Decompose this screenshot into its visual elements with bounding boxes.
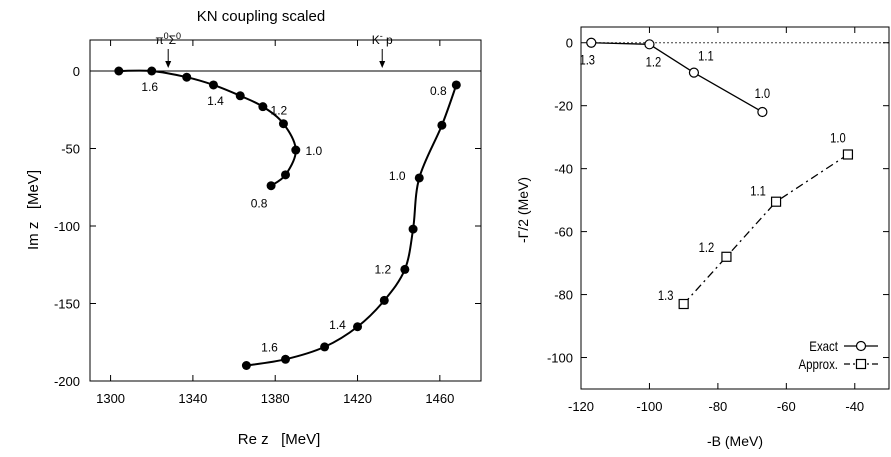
- right-circle-marker: [644, 39, 655, 50]
- left-data-point: [408, 224, 418, 234]
- left-data-point: [235, 91, 245, 101]
- right-x-tick-label: -80: [708, 399, 727, 414]
- left-chart-title: KN coupling scaled: [197, 8, 325, 25]
- right-x-tick-label: -60: [777, 399, 796, 414]
- right-y-axis-label: -Γ/2 (MeV): [515, 177, 531, 243]
- left-data-point: [353, 322, 363, 332]
- right-x-tick-label: -40: [845, 399, 864, 414]
- left-data-point: [400, 264, 410, 274]
- left-point-label: 1.2: [271, 104, 288, 118]
- right-square-marker: [842, 149, 854, 160]
- left-x-tick-label: 1300: [96, 391, 125, 406]
- legend-circle-marker: [855, 340, 867, 352]
- left-point-label: 1.4: [207, 94, 224, 108]
- left-data-point: [451, 80, 461, 90]
- left-data-point: [241, 361, 251, 370]
- left-x-axis-label: Re z [MeV]: [238, 431, 321, 448]
- right-point-label: 1.3: [658, 288, 674, 303]
- left-y-tick-label: 0: [73, 64, 80, 79]
- right-point-label: 1.1: [698, 48, 714, 63]
- left-point-label: 0.8: [251, 197, 268, 211]
- left-x-tick-label: 1340: [178, 391, 207, 406]
- left-y-tick-label: -200: [54, 374, 80, 389]
- right-circle-marker: [757, 106, 768, 118]
- left-data-point: [281, 170, 290, 180]
- left-data-point: [291, 145, 301, 155]
- right-chart: -120 -100 -80 -60 -40 0 -20 -40 -60 -80 -100 1.3 1…: [515, 26, 890, 449]
- left-series-curve: [246, 84, 458, 367]
- left-y-tick-label: -150: [54, 297, 80, 312]
- right-y-tick-label: -100: [547, 351, 573, 366]
- right-point-label: 1.1: [750, 184, 766, 199]
- right-square-marker: [721, 251, 732, 262]
- left-point-label: 1.4: [329, 318, 346, 332]
- right-y-tick-label: -60: [554, 225, 573, 240]
- left-x-tick-label: 1380: [261, 391, 290, 406]
- left-data-point: [208, 80, 218, 90]
- right-point-label: 1.2: [646, 54, 662, 69]
- right-point-label: 1.0: [755, 86, 771, 101]
- left-data-point: [379, 295, 389, 305]
- left-data-point: [437, 120, 447, 130]
- threshold-arrow-head: [165, 61, 172, 68]
- left-y-axis-label: Im z [MeV]: [25, 170, 42, 250]
- left-y-tick-label: -50: [61, 142, 80, 157]
- right-square-marker: [770, 196, 782, 207]
- threshold-label: K- p: [372, 31, 393, 47]
- left-data-point: [281, 354, 290, 364]
- right-point-label: 1.3: [579, 53, 595, 68]
- left-data-point: [414, 173, 424, 183]
- right-plot-frame: [580, 26, 890, 390]
- left-point-label: 0.8: [430, 84, 447, 98]
- left-x-tick-label: 1460: [425, 391, 454, 406]
- left-data-point: [258, 102, 268, 112]
- right-point-label: 1.0: [830, 130, 846, 145]
- left-point-label: 1.0: [389, 169, 406, 183]
- left-data-point: [266, 181, 276, 191]
- threshold-arrow-head: [379, 61, 386, 68]
- legend-label: Exact: [809, 338, 838, 354]
- right-y-tick-label: -80: [554, 288, 573, 303]
- right-point-label: 1.2: [699, 240, 715, 255]
- right-square-marker: [678, 298, 689, 310]
- left-data-point: [182, 72, 192, 82]
- left-series-curve: [118, 69, 297, 187]
- right-y-tick-label: -40: [554, 162, 573, 177]
- right-series-line: [683, 153, 849, 305]
- left-point-label: 1.0: [305, 144, 322, 158]
- left-point-label: 1.2: [375, 262, 392, 276]
- threshold-label: π0Σ0: [155, 31, 181, 47]
- right-circle-marker: [688, 67, 700, 78]
- left-plot-frame: [89, 39, 482, 382]
- right-x-tick-label: -100: [636, 399, 662, 414]
- left-chart: KN coupling scaled 1300 1340 1380 1420 1460 …: [25, 8, 482, 448]
- right-x-axis-label: -B (MeV): [707, 433, 763, 449]
- right-circle-marker: [586, 37, 597, 48]
- legend-label: Approx.: [798, 356, 838, 372]
- right-y-tick-label: -20: [554, 99, 573, 114]
- left-point-label: 1.6: [141, 80, 158, 94]
- right-y-tick-label: 0: [566, 36, 573, 51]
- legend-square-marker: [855, 358, 867, 370]
- right-x-tick-label: -120: [568, 399, 594, 414]
- left-data-point: [320, 342, 330, 352]
- right-series-line: [591, 42, 763, 113]
- left-data-point: [278, 119, 288, 129]
- left-point-label: 1.6: [261, 340, 278, 354]
- left-x-tick-label: 1420: [343, 391, 372, 406]
- left-y-tick-label: -100: [54, 219, 80, 234]
